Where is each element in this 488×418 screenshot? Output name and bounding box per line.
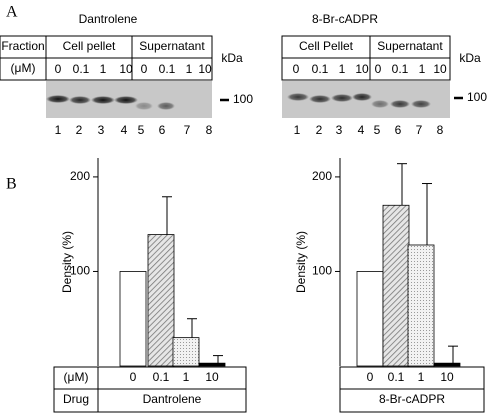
- drug-name: Dantrolene: [143, 392, 202, 406]
- unit-label: (μM): [64, 370, 89, 384]
- pellet-label: Cell Pellet: [299, 39, 354, 53]
- lane-number: 6: [159, 123, 166, 137]
- x-tick-label: 0: [367, 370, 374, 384]
- y-tick-label: 200: [312, 169, 332, 183]
- lane-number: 8: [206, 123, 213, 137]
- concentration: 0: [141, 62, 148, 76]
- lane-number: 7: [184, 123, 191, 137]
- concentration: 0.1: [312, 62, 329, 76]
- drug-label: Drug: [63, 392, 89, 406]
- x-tick-label: 10: [205, 370, 219, 384]
- band: [135, 102, 153, 110]
- bar: [172, 337, 200, 367]
- fraction-label: Fraction: [1, 39, 44, 53]
- lane-number: 1: [55, 123, 62, 137]
- y-axis-label: Density (%): [294, 231, 308, 293]
- bar: [433, 362, 461, 367]
- band: [309, 95, 331, 103]
- pellet-label: Cell pellet: [63, 39, 116, 53]
- kda-label: kDa: [459, 51, 481, 65]
- band: [352, 93, 372, 101]
- concentration: 10: [433, 62, 447, 76]
- lane-number: 3: [98, 123, 105, 137]
- concentration: 1: [339, 62, 346, 76]
- concentration: 0: [293, 62, 300, 76]
- x-tick-label: 0: [130, 370, 137, 384]
- bar: [198, 362, 226, 367]
- band: [114, 96, 138, 104]
- bar: [119, 271, 147, 367]
- concentration: 10: [119, 62, 133, 76]
- concentration: 0: [55, 62, 62, 76]
- y-tick-label: 100: [312, 264, 332, 278]
- marker-label: 100: [233, 92, 253, 106]
- x-tick-label: 0.1: [153, 370, 170, 384]
- lane-number: 8: [437, 123, 444, 137]
- concentration: 10: [355, 62, 369, 76]
- band: [157, 102, 175, 110]
- band: [69, 96, 91, 104]
- lane-number: 3: [336, 123, 343, 137]
- lane-number: 2: [316, 123, 323, 137]
- lane-number: 5: [138, 123, 145, 137]
- concentration: 0.1: [159, 62, 176, 76]
- lane-number: 2: [76, 123, 83, 137]
- marker-label: 100: [467, 90, 487, 104]
- supernatant-label: Supernatant: [377, 39, 443, 53]
- concentration: 1: [419, 62, 426, 76]
- x-tick-label: 0.1: [388, 370, 405, 384]
- drug-name: 8-Br-cADPR: [379, 392, 445, 406]
- band: [411, 100, 431, 108]
- concentration: 10: [198, 62, 212, 76]
- y-tick-label: 100: [70, 264, 90, 278]
- lane-number: 5: [374, 123, 381, 137]
- bar: [147, 234, 175, 367]
- lane-number: 1: [294, 123, 301, 137]
- kda-label: kDa: [221, 51, 243, 65]
- bar: [382, 204, 410, 367]
- y-axis-label: Density (%): [60, 231, 74, 293]
- band: [371, 100, 389, 108]
- lane-number: 6: [395, 123, 402, 137]
- lane-number: 7: [416, 123, 423, 137]
- band: [46, 95, 70, 103]
- supernatant-label: Supernatant: [139, 39, 205, 53]
- band: [91, 96, 115, 104]
- band: [390, 100, 410, 108]
- concentration: 0.1: [392, 62, 409, 76]
- lane-number: 4: [358, 123, 365, 137]
- lane-number: 4: [121, 123, 128, 137]
- bar: [356, 271, 384, 367]
- unit-label: (μM): [11, 61, 36, 75]
- band: [331, 94, 353, 102]
- concentration: 1: [186, 62, 193, 76]
- blot-title: 8-Br-cADPR: [312, 12, 378, 26]
- y-tick-label: 200: [70, 169, 90, 183]
- blot-title: Dantrolene: [79, 12, 138, 26]
- x-tick-label: 1: [183, 370, 190, 384]
- panel-label: B: [6, 176, 17, 193]
- band: [287, 93, 309, 101]
- x-tick-label: 1: [418, 370, 425, 384]
- concentration: 0: [375, 62, 382, 76]
- concentration: 0.1: [73, 62, 90, 76]
- concentration: 1: [100, 62, 107, 76]
- panel-label: A: [6, 4, 18, 21]
- x-tick-label: 10: [440, 370, 454, 384]
- bar: [407, 244, 435, 367]
